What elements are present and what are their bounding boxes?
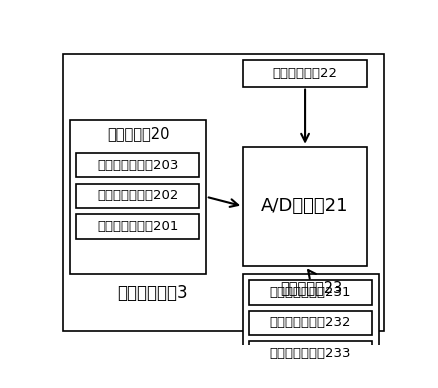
Text: 第一湿度检测仲201: 第一湿度检测仲201 [97, 220, 178, 233]
Text: 光照度传感妒22: 光照度传感妒22 [272, 67, 338, 80]
Bar [243, 274, 379, 388]
Text: 环境检测单刔3: 环境检测单刔3 [117, 284, 188, 302]
Text: 第二湿度检测仲202: 第二湿度检测仲202 [97, 189, 178, 203]
Text: 温度检测模23: 温度检测模23 [280, 280, 342, 295]
Text: A/D转换妒21: A/D转换妒21 [261, 197, 349, 215]
Bar [249, 311, 372, 335]
Text: 第一温度传感器231: 第一温度传感器231 [270, 286, 351, 299]
Bar [249, 341, 372, 366]
Text: 第二温度传感器232: 第二温度传感器232 [270, 317, 351, 329]
Bar [243, 147, 367, 266]
Bar [77, 153, 199, 177]
Bar [77, 184, 199, 208]
Text: 第三温度传感器233: 第三温度传感器233 [270, 347, 351, 360]
Bar [249, 280, 372, 305]
Bar [243, 61, 367, 87]
Text: 第三湿度检测仲203: 第三湿度检测仲203 [97, 159, 178, 171]
Bar [70, 120, 206, 274]
Bar [77, 215, 199, 239]
Text: 湿度检测模20: 湿度检测模20 [107, 126, 170, 141]
